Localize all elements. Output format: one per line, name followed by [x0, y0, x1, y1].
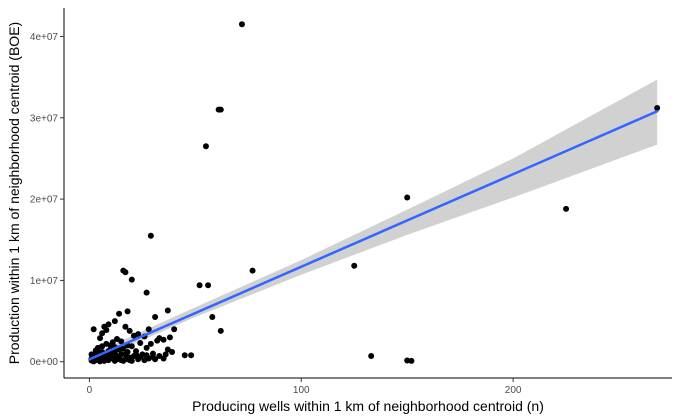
data-point — [408, 357, 415, 364]
y-tick-label: 1e+07 — [30, 276, 59, 287]
data-point — [188, 352, 195, 359]
data-point — [205, 282, 212, 289]
data-point — [103, 327, 110, 334]
confidence-ribbon — [89, 79, 658, 364]
data-point — [169, 348, 176, 355]
x-tick-label: 200 — [505, 385, 522, 396]
data-point — [143, 352, 150, 359]
data-point — [124, 348, 131, 355]
data-point — [249, 267, 256, 274]
fit-line-layer — [88, 110, 659, 361]
data-point — [130, 332, 137, 339]
data-point — [152, 356, 159, 363]
confidence-ribbon-layer — [89, 79, 658, 364]
data-point — [111, 318, 118, 325]
data-point — [209, 314, 216, 321]
data-point — [563, 205, 570, 212]
data-point — [147, 340, 154, 347]
data-point — [126, 327, 133, 334]
data-point — [116, 310, 123, 317]
data-point — [143, 289, 150, 296]
data-point — [118, 338, 125, 345]
data-point — [122, 269, 129, 276]
data-point — [202, 143, 209, 150]
data-point — [99, 330, 106, 337]
data-point — [128, 276, 135, 283]
data-point — [154, 337, 161, 344]
data-point — [368, 353, 375, 360]
data-point — [124, 308, 131, 315]
data-point — [162, 351, 169, 358]
axes-layer — [63, 8, 672, 379]
y-tick-label: 4e+07 — [30, 32, 59, 43]
data-point — [156, 353, 163, 360]
y-tick-label: 3e+07 — [30, 113, 59, 124]
data-point — [97, 335, 104, 342]
data-point — [160, 336, 167, 343]
scatter-points-layer — [88, 21, 661, 365]
x-axis-title: Producing wells within 1 km of neighborh… — [192, 398, 544, 414]
y-tick-label: 0e+00 — [30, 357, 59, 368]
data-point — [404, 194, 411, 201]
data-point — [90, 326, 97, 333]
data-point — [149, 350, 156, 357]
x-ticks: 0 100 200 — [87, 378, 522, 396]
data-point — [137, 340, 144, 347]
data-point — [164, 307, 171, 314]
data-point — [181, 352, 188, 359]
y-axis-title: Production within 1 km of neighborhood c… — [6, 22, 22, 364]
data-point — [217, 106, 224, 113]
data-point — [143, 344, 150, 351]
data-point — [217, 327, 224, 334]
data-point — [118, 351, 125, 358]
data-point — [128, 343, 135, 350]
data-point — [166, 334, 173, 341]
data-point — [147, 232, 154, 239]
data-point — [122, 323, 129, 330]
data-point — [128, 357, 135, 364]
fit-line — [88, 110, 659, 361]
x-tick-label: 0 — [87, 385, 93, 396]
data-point — [97, 358, 104, 365]
y-ticks: 0e+00 1e+07 2e+07 3e+07 4e+07 — [30, 32, 64, 368]
data-point — [351, 262, 358, 269]
x-tick-label: 100 — [293, 385, 310, 396]
data-point — [238, 21, 245, 28]
data-point — [152, 314, 159, 321]
data-point — [196, 282, 203, 289]
y-tick-label: 2e+07 — [30, 195, 59, 206]
data-point — [171, 326, 178, 333]
data-point — [145, 326, 152, 333]
data-point — [111, 348, 118, 355]
data-point — [654, 105, 661, 112]
data-point — [137, 353, 144, 360]
